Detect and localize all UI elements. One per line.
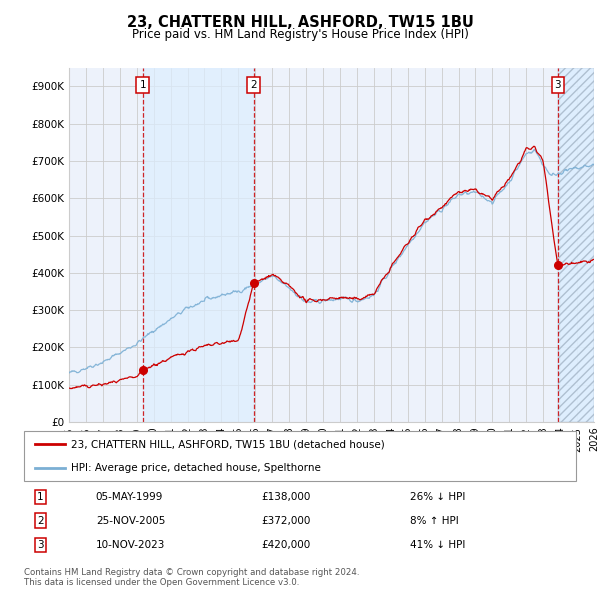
- Text: £372,000: £372,000: [262, 516, 311, 526]
- Text: 41% ↓ HPI: 41% ↓ HPI: [410, 540, 466, 550]
- Text: 2: 2: [250, 80, 257, 90]
- Text: 2: 2: [37, 516, 44, 526]
- Text: 8% ↑ HPI: 8% ↑ HPI: [410, 516, 459, 526]
- Text: 25-NOV-2005: 25-NOV-2005: [96, 516, 165, 526]
- Text: 1: 1: [37, 492, 44, 502]
- FancyBboxPatch shape: [24, 431, 576, 481]
- Text: 1: 1: [139, 80, 146, 90]
- Text: 3: 3: [37, 540, 44, 550]
- Text: HPI: Average price, detached house, Spelthorne: HPI: Average price, detached house, Spel…: [71, 463, 321, 473]
- Text: 23, CHATTERN HILL, ASHFORD, TW15 1BU: 23, CHATTERN HILL, ASHFORD, TW15 1BU: [127, 15, 473, 30]
- Bar: [143, 68, 254, 422]
- Text: 23, CHATTERN HILL, ASHFORD, TW15 1BU (detached house): 23, CHATTERN HILL, ASHFORD, TW15 1BU (de…: [71, 439, 385, 449]
- Text: £138,000: £138,000: [262, 492, 311, 502]
- Text: 05-MAY-1999: 05-MAY-1999: [96, 492, 163, 502]
- Text: Price paid vs. HM Land Registry's House Price Index (HPI): Price paid vs. HM Land Registry's House …: [131, 28, 469, 41]
- Bar: [558, 68, 594, 422]
- Text: 3: 3: [554, 80, 561, 90]
- Text: £420,000: £420,000: [262, 540, 311, 550]
- Text: 26% ↓ HPI: 26% ↓ HPI: [410, 492, 466, 502]
- Text: 10-NOV-2023: 10-NOV-2023: [96, 540, 165, 550]
- Text: Contains HM Land Registry data © Crown copyright and database right 2024.
This d: Contains HM Land Registry data © Crown c…: [24, 568, 359, 587]
